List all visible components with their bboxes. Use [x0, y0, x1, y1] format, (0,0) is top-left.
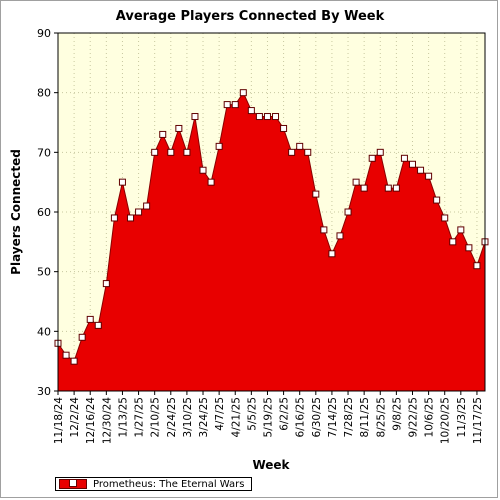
data-point — [288, 148, 296, 156]
data-point — [118, 178, 126, 186]
x-tick-label: 10/6/25 — [424, 397, 436, 437]
x-tick-label: 5/5/25 — [246, 397, 258, 431]
data-point — [296, 142, 304, 150]
data-point — [280, 124, 288, 132]
data-point — [344, 208, 352, 216]
data-point — [62, 351, 70, 359]
data-point — [312, 190, 320, 198]
data-point — [392, 184, 400, 192]
data-point — [425, 172, 433, 180]
x-tick-label: 11/18/24 — [53, 397, 65, 444]
x-axis-title: Week — [252, 458, 290, 472]
data-point — [207, 178, 215, 186]
data-point — [255, 113, 263, 121]
x-tick-label: 1/13/25 — [117, 397, 129, 437]
y-axis: 30 40 50 60 70 80 90 — [37, 27, 58, 398]
x-tick-label: 6/16/25 — [295, 397, 307, 437]
x-tick-label: 6/30/25 — [311, 397, 323, 437]
data-markers — [54, 89, 489, 365]
x-tick-label: 10/20/25 — [440, 397, 452, 444]
data-point — [110, 214, 118, 222]
y-tick-label: 50 — [37, 266, 51, 279]
data-point — [191, 113, 199, 121]
legend-swatch — [59, 479, 87, 489]
data-point — [135, 208, 143, 216]
x-tick-label: 6/2/25 — [279, 397, 291, 431]
data-point — [376, 148, 384, 156]
data-point — [457, 226, 465, 234]
data-point — [70, 357, 78, 365]
x-tick-label: 8/11/25 — [359, 397, 371, 437]
data-point — [328, 250, 336, 258]
data-point — [320, 226, 328, 234]
legend-label: Prometheus: The Eternal Wars — [93, 478, 245, 490]
data-point — [360, 184, 368, 192]
data-point — [368, 154, 376, 162]
x-tick-label: 1/27/25 — [134, 397, 146, 437]
x-tick-label: 7/14/25 — [327, 397, 339, 437]
x-tick-label: 3/10/25 — [182, 397, 194, 437]
data-point — [223, 101, 231, 109]
y-tick-label: 70 — [37, 146, 51, 159]
data-point — [336, 232, 344, 240]
data-point — [400, 154, 408, 162]
data-point — [127, 214, 135, 222]
data-point — [304, 148, 312, 156]
y-axis-title: Players Connected — [9, 149, 23, 275]
data-point — [384, 184, 392, 192]
y-tick-label: 60 — [37, 206, 51, 219]
x-tick-label: 2/10/25 — [150, 397, 162, 437]
data-point — [151, 148, 159, 156]
data-point — [473, 262, 481, 270]
y-tick-label: 90 — [37, 27, 51, 40]
y-tick-label: 80 — [37, 87, 51, 100]
data-point — [449, 238, 457, 246]
data-point — [231, 101, 239, 109]
chart-title: Average Players Connected By Week — [115, 9, 385, 24]
data-point — [408, 160, 416, 168]
data-point — [143, 202, 151, 210]
data-point — [175, 124, 183, 132]
y-tick-label: 40 — [37, 325, 51, 338]
data-point — [86, 315, 94, 323]
data-point — [272, 113, 280, 121]
data-point — [465, 244, 473, 252]
x-tick-label: 4/21/25 — [230, 397, 242, 437]
data-point — [263, 113, 271, 121]
data-point — [199, 166, 207, 174]
data-point — [167, 148, 175, 156]
y-tick-label: 30 — [37, 385, 51, 398]
data-point — [183, 148, 191, 156]
x-tick-label: 12/2/24 — [69, 397, 81, 438]
x-tick-label: 9/22/25 — [407, 397, 419, 437]
data-point — [247, 107, 255, 115]
data-point — [102, 280, 110, 288]
data-point — [239, 89, 247, 97]
data-point — [352, 178, 360, 186]
x-tick-label: 4/7/25 — [214, 397, 226, 431]
x-tick-label: 3/24/25 — [198, 397, 210, 437]
data-point — [159, 130, 167, 138]
x-tick-label: 12/30/24 — [101, 397, 113, 444]
data-point — [441, 214, 449, 222]
x-tick-label: 11/3/25 — [456, 397, 468, 437]
data-point — [215, 142, 223, 150]
x-tick-label: 12/16/24 — [85, 397, 97, 444]
x-tick-label: 5/19/25 — [262, 397, 274, 437]
x-tick-label: 8/25/25 — [375, 397, 387, 437]
data-point — [94, 321, 102, 329]
x-tick-label: 11/17/25 — [472, 397, 484, 444]
data-point — [433, 196, 441, 204]
x-tick-label: 9/8/25 — [391, 397, 403, 431]
x-tick-label: 2/24/25 — [166, 397, 178, 437]
data-point — [417, 166, 425, 174]
legend: Prometheus: The Eternal Wars — [55, 477, 252, 491]
data-point — [78, 333, 86, 341]
x-tick-label: 7/28/25 — [343, 397, 355, 437]
x-axis: 11/18/24 12/2/24 12/16/24 12/30/24 1/13/25 1/… — [53, 391, 484, 444]
